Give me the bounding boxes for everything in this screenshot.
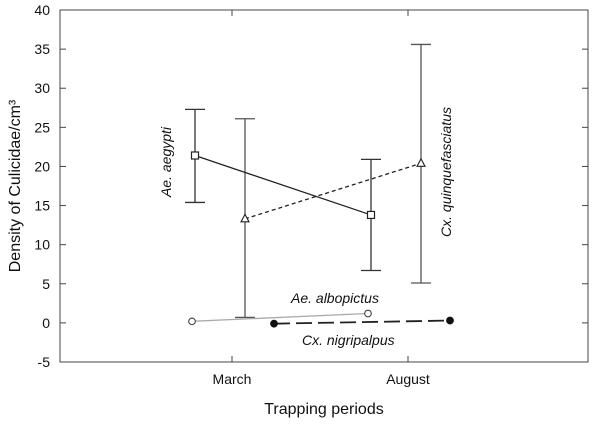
series-lines bbox=[191, 154, 451, 325]
y-tick-label: 40 bbox=[34, 2, 50, 18]
series-label-ae-albopictus: Ae. albopictus bbox=[290, 290, 379, 306]
plot-frame bbox=[59, 9, 589, 363]
x-tick-label: August bbox=[386, 371, 430, 387]
y-tick-label: 5 bbox=[42, 276, 50, 292]
y-tick-label: -5 bbox=[38, 354, 51, 370]
y-axis-ticks: -5 0 5 10 15 20 25 30 35 40 bbox=[34, 2, 588, 370]
y-tick-label: 30 bbox=[34, 80, 50, 96]
data-point-square bbox=[366, 210, 376, 220]
series-label-ae-aegypti: Ae. aegypti bbox=[158, 126, 174, 198]
y-tick-label: 0 bbox=[42, 315, 50, 331]
data-point-dot bbox=[446, 316, 454, 325]
data-point-circle bbox=[364, 309, 372, 318]
series-label-cx-quinquefasciatus: Cx. quinquefasciatus bbox=[438, 107, 454, 237]
y-tick-label: 15 bbox=[34, 198, 50, 214]
x-tick-label: March bbox=[213, 371, 252, 387]
series-line bbox=[273, 319, 451, 325]
data-point-dot bbox=[270, 319, 278, 328]
series-line bbox=[191, 312, 369, 322]
y-tick-label: 35 bbox=[34, 41, 50, 57]
y-tick-label: 20 bbox=[34, 158, 50, 174]
data-point-circle bbox=[188, 317, 196, 326]
data-point-triangle bbox=[240, 213, 250, 223]
x-axis-label: Trapping periods bbox=[264, 401, 383, 418]
data-point-triangle bbox=[416, 157, 426, 167]
error-bars bbox=[185, 43, 431, 319]
series-label-cx-nigripalpus: Cx. nigripalpus bbox=[302, 332, 395, 348]
series-line bbox=[194, 154, 372, 216]
y-tick-label: 25 bbox=[34, 119, 50, 135]
data-point-square bbox=[190, 151, 200, 160]
y-tick-label: 10 bbox=[34, 237, 50, 253]
series-markers bbox=[188, 151, 454, 328]
y-axis-label: Density of Culicidae/cm³ bbox=[7, 99, 24, 272]
x-axis-ticks: March August bbox=[213, 10, 430, 387]
series-line bbox=[244, 162, 422, 220]
